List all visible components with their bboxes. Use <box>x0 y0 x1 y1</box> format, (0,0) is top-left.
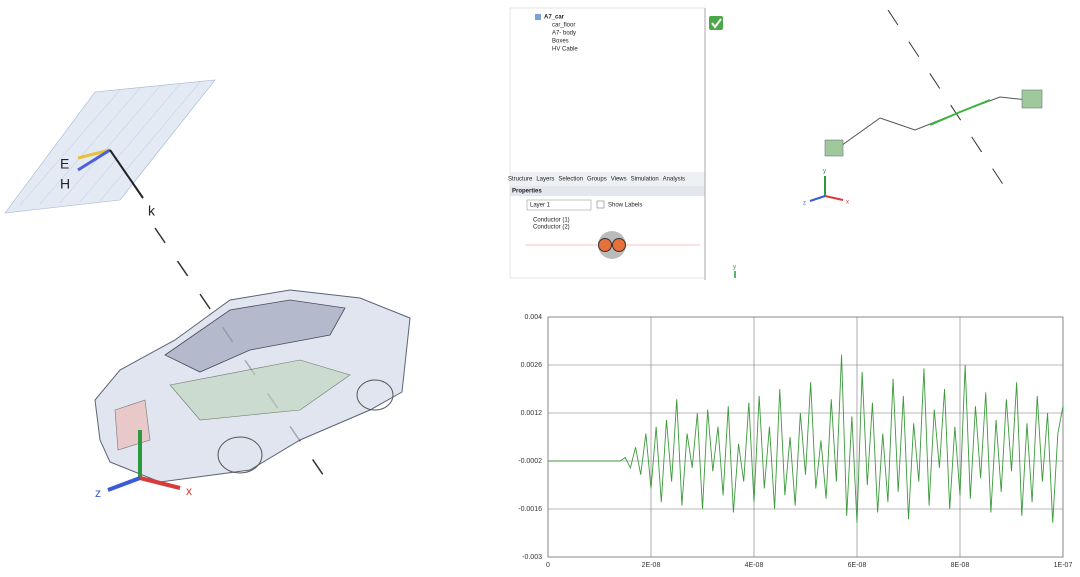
tree-item[interactable]: HV Cable <box>552 47 578 53</box>
y-tick-label: -0.003 <box>522 554 542 561</box>
y-tick-label: 0.0026 <box>521 362 543 369</box>
h-label: H <box>60 176 70 192</box>
check-mark <box>711 18 722 29</box>
car-wheel <box>217 436 263 474</box>
h-arrow <box>77 148 111 172</box>
tree-item[interactable]: car_floor <box>552 23 575 29</box>
conductor-item[interactable]: Conductor (1) <box>533 218 570 224</box>
chart: 0.004 0.0026 0.0012 -0.0002 -0.0016 -0.003 0 2E… <box>518 314 1072 569</box>
box <box>824 139 844 157</box>
k-arrow <box>109 149 144 199</box>
propagation-line <box>154 227 331 486</box>
x-tick-label: 0 <box>546 562 550 569</box>
propagation-line <box>887 9 1011 196</box>
tree-item[interactable]: A7_car <box>544 15 565 21</box>
axis-z <box>809 195 826 202</box>
box <box>1021 89 1043 109</box>
axis-x-label: x <box>186 484 192 498</box>
wave-plane <box>4 79 216 214</box>
conductor-shape <box>612 238 626 252</box>
cable <box>837 96 1029 149</box>
tab[interactable]: Simulation <box>631 177 659 183</box>
axis-x-label: x <box>846 200 849 206</box>
y-tick-label: -0.0002 <box>518 458 542 465</box>
y-tick-label: 0.004 <box>524 314 542 321</box>
y-tick-label: -0.0016 <box>518 506 542 513</box>
layer-select[interactable] <box>526 199 592 211</box>
tab[interactable]: Structure <box>508 177 533 183</box>
properties-header <box>510 186 705 196</box>
mini-axis-label: y <box>733 265 736 271</box>
properties-title: Properties <box>512 189 542 195</box>
check-icon[interactable] <box>709 16 723 30</box>
show-labels-checkbox[interactable] <box>596 200 605 209</box>
k-label: k <box>148 203 156 219</box>
tree-item[interactable]: Boxes <box>552 39 569 45</box>
x-tick-label: 6E-08 <box>848 562 867 569</box>
tab[interactable]: Selection <box>558 177 583 183</box>
x-tick-label: 8E-08 <box>951 562 970 569</box>
layer-select-text: Layer 1 <box>530 203 551 209</box>
e-label: E <box>60 156 69 172</box>
axis-y-label: y <box>823 169 826 175</box>
y-tick-label: 0.0012 <box>521 410 543 417</box>
car-wheel <box>356 379 394 411</box>
tab[interactable]: Layers <box>536 177 554 183</box>
signal-line <box>548 354 1064 523</box>
e-arrow <box>77 148 111 160</box>
tab[interactable]: Views <box>611 177 627 183</box>
axis-x <box>824 195 844 201</box>
tree-panel: A7_car car_floor A7- body Boxes HV Cable… <box>508 7 706 280</box>
tab[interactable]: Analysis <box>663 177 685 183</box>
tree-icon <box>535 14 541 20</box>
cable-highlight <box>929 99 991 126</box>
axis-z <box>107 476 141 492</box>
axis-z-label: z <box>803 201 806 207</box>
tab[interactable]: Groups <box>587 177 607 183</box>
tab-bar <box>510 172 705 186</box>
tree-item[interactable]: A7- body <box>552 31 576 37</box>
car-windshield <box>164 299 346 373</box>
conductor-shape <box>598 238 612 252</box>
plot-area <box>547 316 1064 558</box>
scene-3d: E H k z x <box>4 79 411 500</box>
x-tick-label: 1E-07 <box>1054 562 1073 569</box>
x-tick-label: 2E-08 <box>642 562 661 569</box>
plane-hatch <box>19 81 201 206</box>
x-tick-label: 4E-08 <box>745 562 764 569</box>
show-labels-text: Show Labels <box>608 203 642 209</box>
conductor-item[interactable]: Conductor (2) <box>533 225 570 231</box>
axis-x <box>139 476 181 490</box>
car-floor <box>169 359 351 421</box>
axis-z-label: z <box>95 486 101 500</box>
viewport-3d: y z x y <box>709 9 1043 278</box>
